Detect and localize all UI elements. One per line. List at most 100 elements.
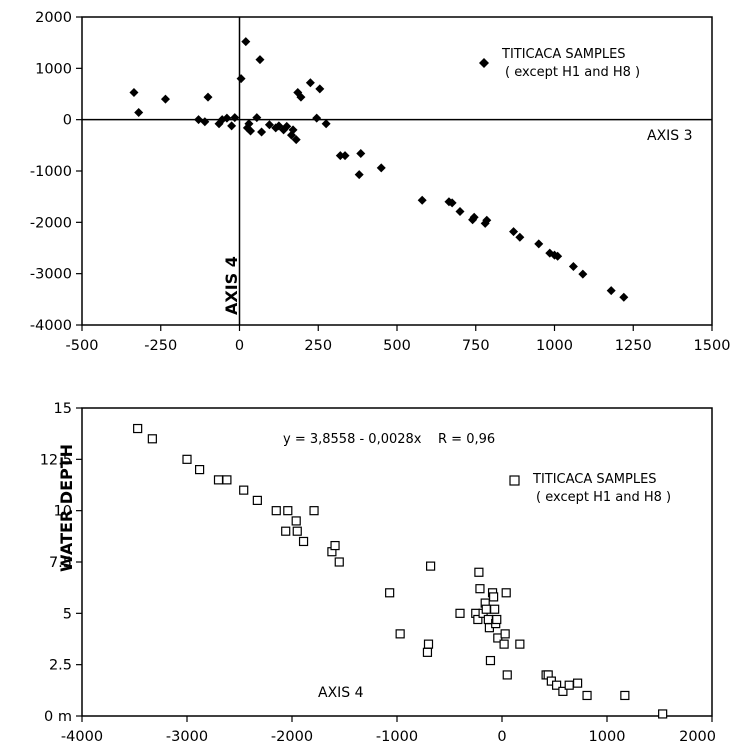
data-point <box>469 212 479 222</box>
data-point <box>515 232 525 242</box>
chart-1-frame <box>81 16 713 326</box>
chart-1-x-tick-label: -250 <box>144 338 177 354</box>
data-point <box>492 614 502 625</box>
data-point <box>551 680 562 690</box>
data-point <box>291 516 301 526</box>
data-point <box>227 121 237 131</box>
data-point <box>252 113 262 123</box>
data-point <box>312 113 322 123</box>
chart-1-y-axis: 2000 1000 0 -1000 -2000 -3000 -4000 <box>30 10 82 334</box>
data-point <box>281 526 291 536</box>
data-point <box>230 113 240 123</box>
data-point <box>246 126 256 136</box>
chart-1-x-tick-label: 0 <box>235 338 244 354</box>
chart-2-y-tick-label: 15 <box>54 401 72 417</box>
data-point <box>658 709 668 719</box>
data-point <box>534 239 544 249</box>
data-point <box>500 629 510 639</box>
data-point <box>553 251 563 261</box>
data-point <box>222 113 232 123</box>
chart-1-legend-marker <box>479 58 489 68</box>
chart-2-x-tick-label: -1000 <box>376 729 418 745</box>
data-point <box>305 78 315 88</box>
data-point <box>283 506 293 516</box>
chart-1-y-tick-label: 1000 <box>35 61 72 77</box>
data-point <box>334 557 344 567</box>
data-point <box>582 690 592 701</box>
chart-2-points <box>133 423 668 719</box>
chart-1-x-tick-label: -500 <box>66 338 99 354</box>
chart-1-y-tick-label: 0 <box>63 113 72 129</box>
data-point <box>133 423 143 434</box>
data-point <box>129 87 139 97</box>
chart-1-x-tick-label: 1250 <box>615 338 652 354</box>
chart-1-y-tick-label: -4000 <box>30 318 72 334</box>
chart-2-y-tick-label: 2.5 <box>49 658 72 674</box>
data-point <box>335 151 345 161</box>
data-point <box>423 639 434 649</box>
data-point <box>282 121 292 131</box>
data-point <box>455 608 465 618</box>
chart-1-x-tick-label: 500 <box>383 338 411 354</box>
data-point <box>422 647 433 657</box>
data-point <box>134 107 144 117</box>
chart-2-y-axis: 15 12.5 10 7.5 5 2.5 0 m <box>40 401 82 725</box>
chart-1-x-axis: -500 -250 0 250 500 750 1000 1250 1500 <box>66 325 731 354</box>
data-point <box>288 125 298 135</box>
data-point <box>213 475 224 485</box>
chart-2: 15 12.5 10 7.5 5 2.5 0 m -4000 -3000 -2000 -1000 0… <box>40 401 716 745</box>
data-point <box>474 567 484 577</box>
chart-2-y-tick-label: 12.5 <box>40 452 72 468</box>
data-point <box>502 670 512 680</box>
data-point <box>160 94 170 104</box>
data-point <box>252 495 262 505</box>
data-point <box>473 614 483 625</box>
chart-1-x-tick-label: 1500 <box>694 338 731 354</box>
data-point <box>501 588 511 598</box>
data-point <box>490 604 500 614</box>
chart-1-y-tick-label: 2000 <box>35 10 72 26</box>
chart-2-regression-equation: y = 3,8558 - 0,0028x R = 0,96 <box>283 432 495 447</box>
chart-1-x-tick-label: 250 <box>304 338 332 354</box>
chart-2-x-tick-label: 2000 <box>679 729 716 745</box>
chart-2-y-axis-label: WATER DEPTH <box>57 444 76 572</box>
data-point <box>606 286 616 296</box>
chart-1-x-tick-label: 750 <box>462 338 490 354</box>
data-point <box>147 434 157 444</box>
data-point <box>296 92 306 102</box>
chart-1-points <box>129 37 629 302</box>
data-point <box>321 119 331 129</box>
data-point <box>489 592 499 602</box>
data-point <box>417 195 427 205</box>
data-point <box>264 120 274 130</box>
data-point <box>271 506 281 516</box>
chart-1-y-tick-label: -2000 <box>30 215 72 231</box>
data-point <box>244 119 254 129</box>
chart-2-y-tick-label: 10 <box>54 504 72 520</box>
chart-1-y-axis-label: AXIS 4 <box>222 256 241 315</box>
data-point <box>356 149 366 159</box>
data-point <box>426 561 436 571</box>
data-point <box>455 207 465 217</box>
data-point <box>620 690 630 701</box>
data-point <box>475 584 485 594</box>
data-point <box>515 639 525 649</box>
chart-2-y-tick-label: 7.5 <box>49 555 72 571</box>
data-point <box>255 55 265 65</box>
chart-2-x-tick-label: -4000 <box>61 729 103 745</box>
chart-2-y-tick-label: 0 m <box>44 709 72 725</box>
data-point <box>292 526 302 536</box>
data-point <box>239 485 249 495</box>
data-point <box>200 117 210 127</box>
chart-2-y-tick-label: 5 <box>63 606 72 622</box>
chart-2-legend-line-2: ( except H1 and H8 ) <box>536 490 671 505</box>
data-point <box>315 84 325 94</box>
data-point <box>241 37 251 47</box>
data-point <box>482 215 492 225</box>
chart-2-legend-line-1: TITICACA SAMPLES <box>532 472 657 487</box>
chart-2-x-tick-label: -3000 <box>166 729 208 745</box>
data-point <box>376 163 386 173</box>
chart-1-legend-line-2: ( except H1 and H8 ) <box>505 65 640 80</box>
